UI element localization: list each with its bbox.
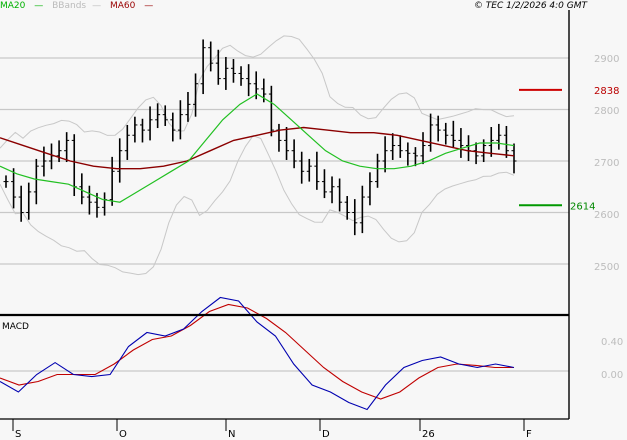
legend-ma20-label: MA20 bbox=[0, 1, 26, 11]
resistance-label: 2838 bbox=[594, 86, 619, 97]
ma20-path bbox=[0, 93, 515, 203]
support-label: 2614 bbox=[570, 201, 595, 212]
legend-bbands: BBands — bbox=[52, 1, 102, 11]
macd-panel-title: MACD bbox=[2, 322, 29, 332]
x-axis-label: O bbox=[119, 429, 127, 440]
price-bars bbox=[3, 39, 517, 236]
macd-line bbox=[0, 296, 515, 411]
support-resistance-levels bbox=[519, 88, 562, 207]
legend-bbands-label: BBands bbox=[52, 1, 87, 11]
bband-upper bbox=[0, 35, 515, 149]
macd-axis-label: 0.00 bbox=[601, 370, 623, 381]
bollinger-bands bbox=[0, 35, 515, 276]
legend-ma60: MA60 — bbox=[109, 1, 154, 11]
x-axis-label: 26 bbox=[422, 429, 435, 440]
price-axis-label: 2600 bbox=[594, 210, 619, 221]
ma20-line bbox=[0, 93, 515, 203]
ma60-path bbox=[0, 126, 515, 170]
price-axis-label: 2900 bbox=[594, 54, 619, 65]
ma60-line bbox=[0, 126, 515, 170]
macd-panel bbox=[0, 296, 569, 411]
x-axis-label: N bbox=[228, 429, 235, 440]
bband-lower bbox=[0, 134, 515, 276]
macd-signal-line bbox=[0, 303, 514, 400]
axis-labels: 2900 2800 2700 2600 2500 2838 2614 0.40 0.00 S O N D… bbox=[2, 54, 623, 440]
x-axis-label: F bbox=[526, 429, 532, 440]
price-axis-label: 2700 bbox=[594, 158, 619, 169]
x-axis-label: S bbox=[15, 429, 21, 440]
chart-legend: MA20 — BBands — MA60 — bbox=[0, 0, 159, 12]
copyright-timestamp: © TEC 1/2/2026 4:0 GMT bbox=[473, 1, 587, 11]
price-axis-label: 2500 bbox=[594, 262, 619, 273]
macd-axis-label: 0.40 bbox=[601, 337, 623, 348]
legend-ma20: MA20 — bbox=[0, 1, 44, 11]
chart-frame bbox=[0, 10, 570, 420]
price-axis-label: 2800 bbox=[594, 106, 619, 117]
legend-ma60-label: MA60 bbox=[109, 1, 136, 11]
x-axis-label: D bbox=[322, 429, 330, 440]
